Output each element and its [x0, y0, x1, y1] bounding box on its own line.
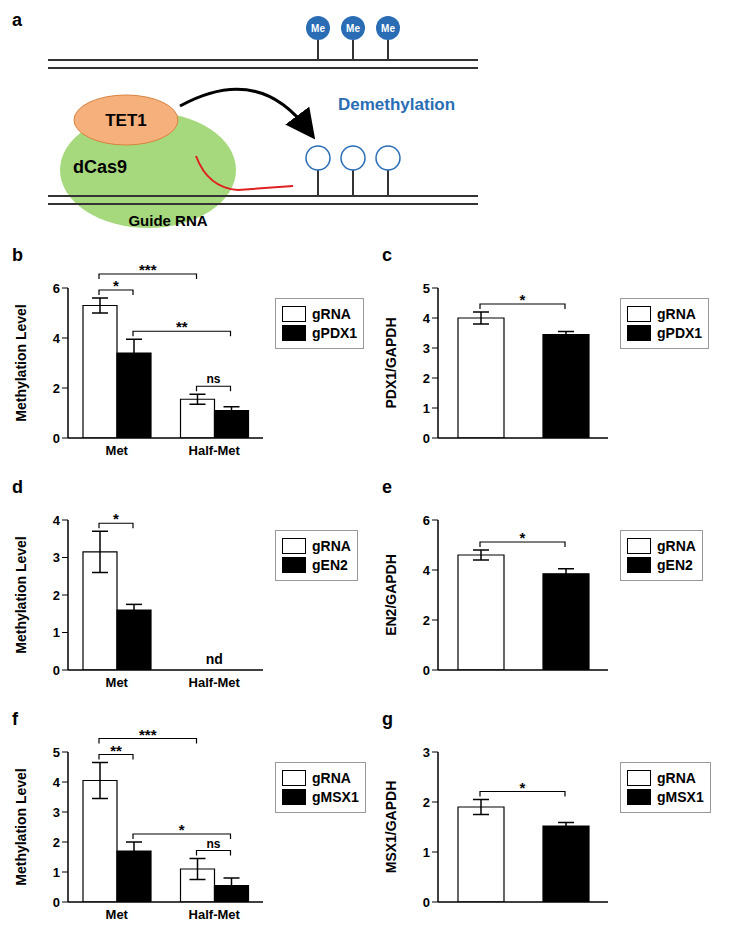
svg-text:Met: Met — [106, 675, 129, 690]
svg-text:f: f — [12, 709, 19, 729]
html-text:gRNA: gRNA — [657, 306, 696, 322]
svg-text:a: a — [12, 10, 23, 30]
svg-text:0: 0 — [53, 663, 60, 678]
svg-text:2: 2 — [53, 381, 60, 396]
svg-text:*: * — [113, 277, 119, 294]
svg-text:*: * — [179, 821, 185, 838]
svg-text:b: b — [12, 245, 23, 265]
svg-text:5: 5 — [423, 281, 430, 296]
html-text:gPDX1: gPDX1 — [657, 325, 703, 341]
svg-text:MSX1/GAPDH: MSX1/GAPDH — [383, 781, 399, 874]
svg-text:4: 4 — [423, 311, 431, 326]
svg-text:4: 4 — [53, 331, 61, 346]
svg-text:4: 4 — [53, 513, 61, 528]
svg-text:Guide RNA: Guide RNA — [128, 212, 207, 229]
svg-text:TET1: TET1 — [105, 111, 147, 130]
svg-text:4: 4 — [423, 563, 431, 578]
svg-text:ns: ns — [206, 372, 220, 386]
svg-text:4: 4 — [53, 775, 61, 790]
svg-text:*: * — [520, 529, 526, 546]
html-text:gRNA: gRNA — [657, 538, 696, 554]
html-text:gMSX1: gMSX1 — [657, 789, 704, 805]
html-text:gRNA: gRNA — [312, 770, 351, 786]
svg-text:Half-Met: Half-Met — [189, 443, 241, 458]
svg-text:1: 1 — [53, 865, 60, 880]
svg-text:*: * — [113, 510, 119, 527]
html-text:gEN2: gEN2 — [312, 557, 348, 573]
svg-text:2: 2 — [423, 613, 430, 628]
svg-text:dCas9: dCas9 — [73, 157, 127, 177]
svg-text:3: 3 — [423, 341, 430, 356]
html-text:gMSX1: gMSX1 — [312, 789, 359, 805]
html-text:gRNA: gRNA — [312, 306, 351, 322]
svg-text:g: g — [382, 709, 393, 729]
svg-text:Met: Met — [106, 443, 129, 458]
html-text:gPDX1: gPDX1 — [312, 325, 358, 341]
svg-text:2: 2 — [53, 835, 60, 850]
svg-text:Methylation Level: Methylation Level — [13, 768, 29, 885]
svg-text:ns: ns — [206, 837, 220, 851]
html-text:gRNA: gRNA — [657, 770, 696, 786]
svg-text:5: 5 — [53, 745, 60, 760]
html-text:gRNA: gRNA — [312, 538, 351, 554]
svg-text:d: d — [12, 477, 23, 497]
svg-text:2: 2 — [423, 371, 430, 386]
svg-text:2: 2 — [53, 588, 60, 603]
svg-text:**: ** — [110, 742, 122, 759]
svg-text:*: * — [520, 291, 526, 308]
svg-text:0: 0 — [53, 895, 60, 910]
svg-text:1: 1 — [423, 845, 430, 860]
svg-text:Me: Me — [381, 23, 395, 34]
svg-text:***: *** — [139, 261, 157, 278]
svg-text:Demethylation: Demethylation — [338, 95, 455, 114]
html-text:gEN2: gEN2 — [657, 557, 693, 573]
svg-text:Me: Me — [346, 23, 360, 34]
svg-text:Me: Me — [311, 23, 325, 34]
svg-text:c: c — [382, 245, 392, 265]
svg-text:**: ** — [176, 318, 188, 335]
svg-text:0: 0 — [423, 663, 430, 678]
svg-text:***: *** — [139, 726, 157, 743]
svg-text:3: 3 — [423, 745, 430, 760]
svg-text:Half-Met: Half-Met — [189, 675, 241, 690]
svg-text:Met: Met — [106, 907, 129, 922]
svg-text:6: 6 — [423, 513, 430, 528]
svg-text:PDX1/GAPDH: PDX1/GAPDH — [383, 317, 399, 408]
svg-text:e: e — [382, 477, 392, 497]
svg-text:3: 3 — [53, 550, 60, 565]
svg-text:*: * — [520, 779, 526, 796]
svg-text:0: 0 — [423, 895, 430, 910]
svg-text:1: 1 — [423, 401, 430, 416]
svg-text:Half-Met: Half-Met — [189, 907, 241, 922]
svg-text:Methylation Level: Methylation Level — [13, 536, 29, 653]
svg-text:3: 3 — [53, 805, 60, 820]
svg-text:EN2/GAPDH: EN2/GAPDH — [383, 554, 399, 636]
svg-text:0: 0 — [53, 431, 60, 446]
svg-text:1: 1 — [53, 625, 60, 640]
svg-text:6: 6 — [53, 281, 60, 296]
svg-text:Methylation Level: Methylation Level — [13, 304, 29, 421]
svg-text:nd: nd — [206, 651, 223, 667]
svg-text:2: 2 — [423, 795, 430, 810]
svg-text:0: 0 — [423, 431, 430, 446]
